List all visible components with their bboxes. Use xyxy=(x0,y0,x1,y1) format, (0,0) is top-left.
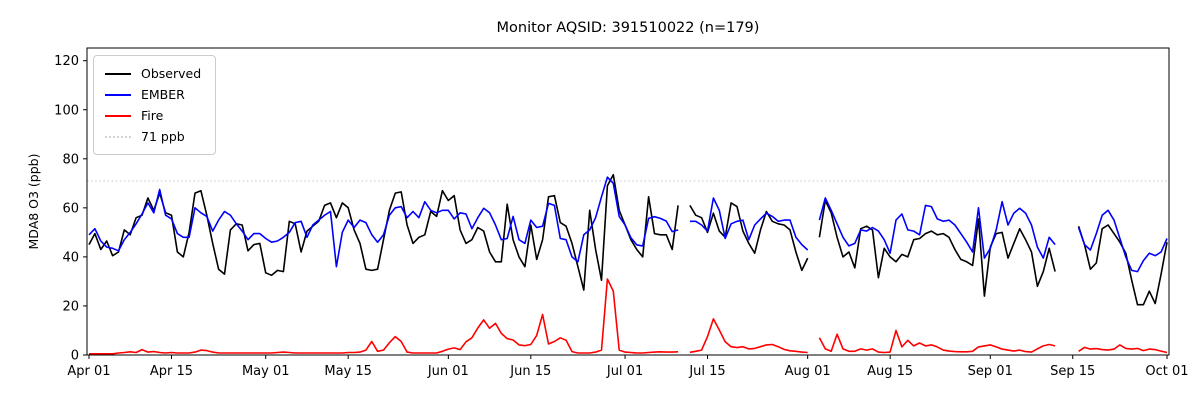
series-observed-line xyxy=(818,199,1056,297)
x-tick-label: Sep 15 xyxy=(1050,364,1095,379)
x-tick-label: Oct 01 xyxy=(1145,364,1188,379)
x-tick-label: Jun 15 xyxy=(509,364,551,379)
y-axis-label: MDA8 O3 (ppb) xyxy=(26,154,41,250)
series-ember-line xyxy=(88,176,679,268)
x-tick-label: Jul 15 xyxy=(688,364,725,379)
ember-line-sample xyxy=(105,93,131,96)
series-ember-line xyxy=(1077,209,1168,273)
series-fire-line xyxy=(689,318,808,354)
series-observed-line xyxy=(1077,224,1168,306)
x-tick-label: May 15 xyxy=(324,364,372,379)
y-tick-label: 20 xyxy=(62,299,79,314)
series-observed-line xyxy=(689,202,809,272)
observed-line-sample xyxy=(105,72,131,75)
legend-label-threshold: 71 ppb xyxy=(141,129,185,144)
legend-label-ember: EMBER xyxy=(141,87,185,102)
y-tick-label: 120 xyxy=(54,54,79,69)
y-tick-label: 80 xyxy=(62,152,79,167)
series-ember-line xyxy=(689,197,809,251)
y-tick-label: 100 xyxy=(54,103,79,118)
legend-item-fire: Fire xyxy=(105,105,201,126)
legend-label-observed: Observed xyxy=(141,66,202,81)
y-tick-label: 0 xyxy=(71,349,79,364)
legend-item-threshold: 71 ppb xyxy=(105,126,201,147)
fire-line-sample xyxy=(105,114,131,117)
legend-label-fire: Fire xyxy=(141,108,164,123)
threshold-line-sample xyxy=(105,135,131,138)
plot-frame xyxy=(86,47,1170,356)
x-tick-label: Aug 15 xyxy=(867,364,913,379)
x-tick-label: Jun 01 xyxy=(427,364,469,379)
x-tick-label: Sep 01 xyxy=(968,364,1013,379)
legend: Observed EMBER Fire 71 ppb xyxy=(93,55,217,155)
series-ember-line xyxy=(818,197,1056,259)
y-tick-label: 60 xyxy=(62,201,79,216)
y-tick-label: 40 xyxy=(62,250,79,265)
x-tick-label: Jul 01 xyxy=(606,364,643,379)
x-tick-label: Apr 15 xyxy=(150,364,193,379)
legend-item-ember: EMBER xyxy=(105,84,201,105)
chart-title: Monitor AQSID: 391510022 (n=179) xyxy=(496,20,760,36)
series-fire-line xyxy=(1078,344,1168,354)
series-fire-line xyxy=(818,329,1056,354)
series-observed-line xyxy=(88,173,679,291)
x-tick-label: Apr 01 xyxy=(67,364,110,379)
legend-item-observed: Observed xyxy=(105,63,201,84)
series-fire-line xyxy=(89,278,679,355)
x-tick-label: Aug 01 xyxy=(785,364,831,379)
x-tick-label: May 01 xyxy=(242,364,290,379)
